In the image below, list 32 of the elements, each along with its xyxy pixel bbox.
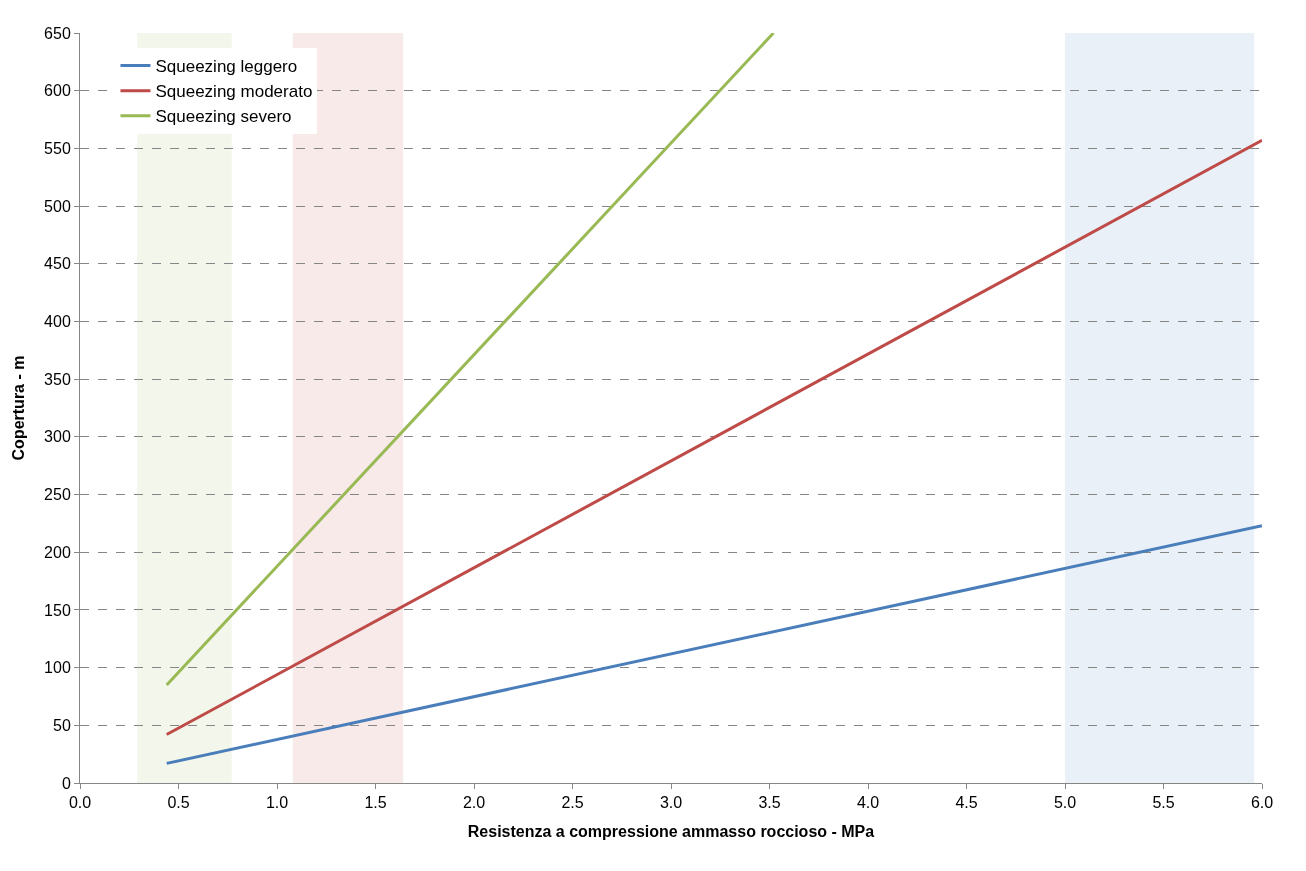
y-tick-label: 600 (44, 82, 71, 100)
y-tick-label: 300 (44, 428, 71, 446)
legend-label: Squeezing moderato (155, 82, 313, 102)
x-tick-label: 4.5 (955, 794, 978, 812)
x-tick-label: 5.5 (1152, 794, 1175, 812)
y-tick-label: 100 (44, 659, 71, 677)
y-tick-label: 650 (44, 24, 71, 42)
x-tick-label: 0.5 (167, 794, 190, 812)
y-tick-label: 500 (44, 197, 71, 215)
x-tick-label: 0.0 (68, 794, 92, 812)
legend-label: Squeezing severo (155, 107, 292, 127)
y-tick-label: 50 (53, 716, 71, 734)
y-tick-label: 550 (44, 139, 71, 157)
x-tick-label: 3.0 (659, 794, 683, 812)
x-tick-label: 4.0 (856, 794, 880, 812)
x-tick-label: 2.0 (462, 794, 486, 812)
y-tick-label: 200 (44, 543, 71, 561)
y-tick-label: 0 (61, 774, 71, 792)
x-tick-label: 2.5 (561, 794, 584, 812)
y-tick-label: 350 (44, 370, 71, 388)
y-tick-label: 250 (44, 486, 71, 504)
y-tick-label: 450 (44, 255, 71, 273)
x-tick-label: 5.0 (1053, 794, 1077, 812)
y-tick-label: 150 (44, 601, 71, 619)
x-axis-title: Resistenza a compressione ammasso roccioso - MPa (467, 822, 875, 840)
y-tick-label: 400 (44, 313, 71, 331)
x-tick-label: 6.0 (1250, 794, 1274, 812)
y-axis-title: Copertura - m (10, 355, 27, 461)
x-tick-label: 1.0 (265, 794, 289, 812)
legend-label: Squeezing leggero (155, 57, 298, 77)
x-tick-label: 1.5 (364, 794, 387, 812)
x-tick-label: 3.5 (758, 794, 781, 812)
